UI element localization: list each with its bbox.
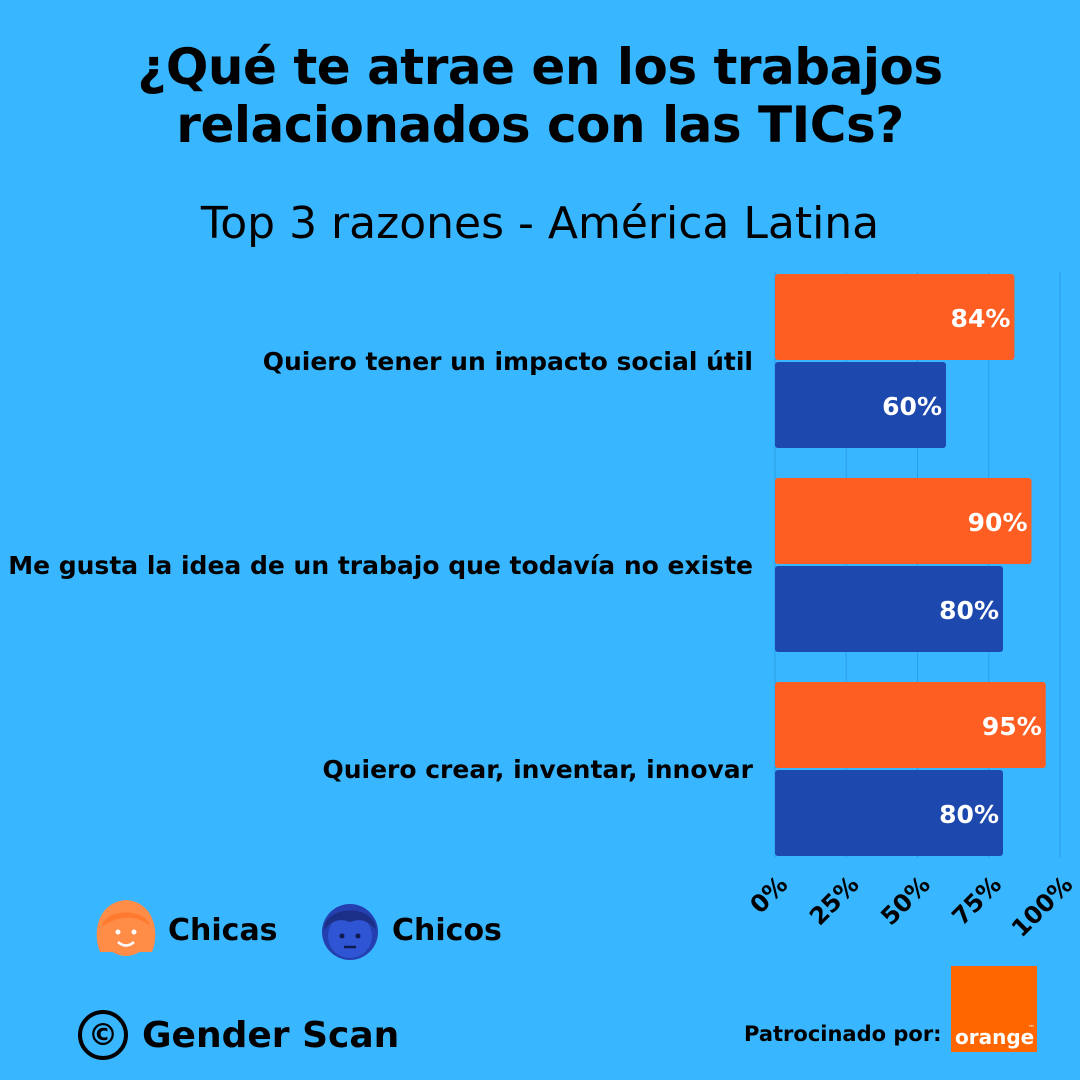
orange-logo-tm: ™: [1028, 1024, 1035, 1032]
category-label: Me gusta la idea de un trabajo que todav…: [8, 551, 753, 580]
girl-face-icon: [96, 900, 156, 956]
bar: [775, 770, 1003, 856]
bar: [775, 274, 1015, 360]
chart-subtitle: Top 3 razones - América Latina: [200, 198, 880, 249]
sponsor-label: Patrocinado por:: [744, 1022, 942, 1046]
category-label: Quiero crear, inventar, innovar: [322, 755, 753, 784]
data-label: 84%: [951, 304, 1011, 333]
boy-face-icon: [322, 904, 378, 960]
chart-title: ¿Qué te atrae en los trabajos relacionad…: [0, 38, 1080, 154]
legend-chicos-label: Chicos: [392, 912, 502, 948]
legend-chicos: Chicos: [312, 892, 502, 968]
data-label: 60%: [882, 392, 942, 421]
x-tick-label: 50%: [875, 870, 935, 930]
data-label: 80%: [939, 596, 999, 625]
copyright: © Gender Scan: [78, 1010, 399, 1060]
data-label: 95%: [982, 712, 1042, 741]
brand-name: Gender Scan: [142, 1014, 400, 1056]
copyright-icon: ©: [78, 1010, 128, 1060]
title-line-2: relacionados con las TICs?: [176, 96, 904, 154]
bar: [775, 478, 1032, 564]
category-label: Quiero tener un impacto social útil: [262, 347, 753, 376]
orange-logo-text: orange: [955, 1025, 1035, 1049]
data-label: 90%: [968, 508, 1028, 537]
bar: [775, 566, 1003, 652]
orange-logo: orange ™: [951, 966, 1037, 1052]
bar: [775, 362, 946, 448]
title-line-1: ¿Qué te atrae en los trabajos: [137, 38, 943, 96]
data-label: 80%: [939, 800, 999, 829]
bar: [775, 682, 1046, 768]
x-tick-label: 100%: [1006, 870, 1078, 942]
bar-chart: 84% 60% 90% 80% 95% 80% 0% 25% 50% 75% 100%: [745, 272, 1078, 943]
x-tick-label: 0%: [745, 870, 794, 919]
x-tick-label: 75%: [947, 870, 1007, 930]
legend-chicas-label: Chicas: [168, 912, 278, 948]
x-tick-label: 25%: [804, 870, 864, 930]
legend-chicas: Chicas: [88, 892, 278, 968]
